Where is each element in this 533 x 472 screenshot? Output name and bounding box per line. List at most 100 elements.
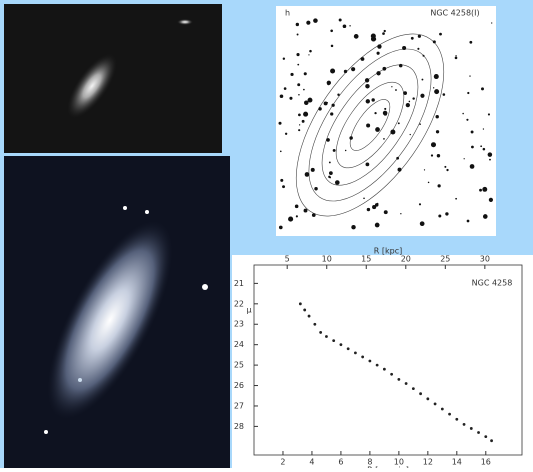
- data-point: [490, 439, 493, 443]
- x2-tick-label: 5: [285, 255, 290, 264]
- speckle: [419, 123, 421, 125]
- data-point: [440, 407, 444, 411]
- speckle: [311, 213, 316, 217]
- speckle: [482, 186, 488, 192]
- speckle: [351, 67, 356, 72]
- speckle: [482, 147, 486, 151]
- speckle: [303, 88, 305, 91]
- speckle: [403, 91, 407, 96]
- speckle: [466, 219, 470, 223]
- speckle: [400, 213, 402, 215]
- speckle: [427, 181, 430, 184]
- speckle: [297, 83, 301, 87]
- speckle: [295, 215, 298, 218]
- data-point: [426, 397, 430, 401]
- data-point: [319, 331, 323, 334]
- speckle: [308, 54, 310, 56]
- speckle: [343, 69, 348, 74]
- speckle: [282, 57, 286, 60]
- speckle: [482, 214, 488, 219]
- data-point: [484, 435, 488, 439]
- y-tick-label: 21: [234, 279, 244, 288]
- speckle: [435, 130, 440, 134]
- speckle: [332, 148, 336, 152]
- speckle: [338, 18, 342, 22]
- speckle: [462, 112, 464, 115]
- speckle: [290, 72, 294, 77]
- speckle: [396, 156, 400, 160]
- speckle: [284, 132, 288, 135]
- speckle: [309, 49, 312, 53]
- speckle: [417, 47, 420, 50]
- speckle: [397, 122, 400, 125]
- speckle: [304, 172, 310, 177]
- speckle: [372, 205, 377, 210]
- x2-tick-label: 25: [440, 255, 450, 264]
- y-tick-label: 23: [234, 320, 244, 329]
- speckle: [383, 29, 386, 33]
- speckle: [382, 32, 385, 35]
- speckle: [330, 29, 333, 33]
- speckle: [298, 113, 301, 117]
- speckle: [445, 212, 449, 216]
- speckle: [479, 188, 482, 192]
- y-axis-label: μ: [246, 306, 251, 315]
- y-tick-label: 27: [234, 401, 244, 410]
- speckle: [326, 102, 328, 104]
- data-point: [325, 335, 328, 338]
- speckle: [444, 165, 447, 168]
- x2-tick-label: 15: [361, 255, 371, 264]
- speckle: [278, 121, 282, 125]
- speckle: [488, 197, 493, 202]
- speckle: [437, 184, 441, 188]
- speckle: [433, 87, 435, 89]
- speckle: [397, 167, 402, 172]
- speckle: [439, 32, 442, 36]
- speckle: [375, 127, 380, 132]
- speckle: [489, 158, 491, 161]
- data-point: [298, 302, 302, 306]
- speckle: [294, 204, 299, 209]
- speckle: [344, 149, 347, 152]
- x2-tick-label: 10: [322, 255, 332, 264]
- speckle: [282, 185, 286, 189]
- data-point: [313, 322, 317, 326]
- speckle: [306, 20, 311, 25]
- photo-top: [4, 4, 222, 153]
- x-tick-label: 10: [394, 458, 404, 467]
- speckle: [420, 93, 425, 98]
- speckle: [487, 152, 493, 157]
- data-point: [419, 392, 422, 396]
- x-tick-label: 12: [423, 458, 433, 467]
- speckle: [323, 101, 328, 106]
- speckle: [307, 97, 313, 103]
- speckle: [313, 18, 318, 23]
- speckle: [383, 138, 385, 140]
- data-point: [469, 427, 473, 430]
- x-tick-label: 4: [309, 458, 314, 467]
- speckle: [314, 187, 318, 191]
- y-tick-label: 25: [234, 361, 244, 370]
- speckle: [363, 197, 365, 200]
- speckle: [417, 34, 421, 38]
- speckle: [330, 44, 334, 48]
- speckle: [289, 96, 293, 100]
- data-point: [462, 422, 466, 426]
- speckle: [390, 129, 396, 135]
- data-point: [339, 343, 343, 347]
- speckle: [310, 167, 315, 172]
- data-point: [346, 347, 350, 351]
- speckle: [469, 75, 471, 77]
- speckle: [328, 161, 331, 164]
- speckle: [365, 99, 370, 104]
- speckle: [329, 171, 333, 176]
- speckle: [280, 178, 284, 182]
- speckle: [481, 87, 484, 91]
- speckle: [418, 203, 422, 206]
- speckle: [303, 72, 307, 76]
- speckle: [342, 24, 347, 29]
- speckle: [297, 63, 300, 66]
- x-tick-label: 14: [452, 458, 462, 467]
- speckle: [337, 93, 340, 97]
- speckle: [422, 54, 425, 57]
